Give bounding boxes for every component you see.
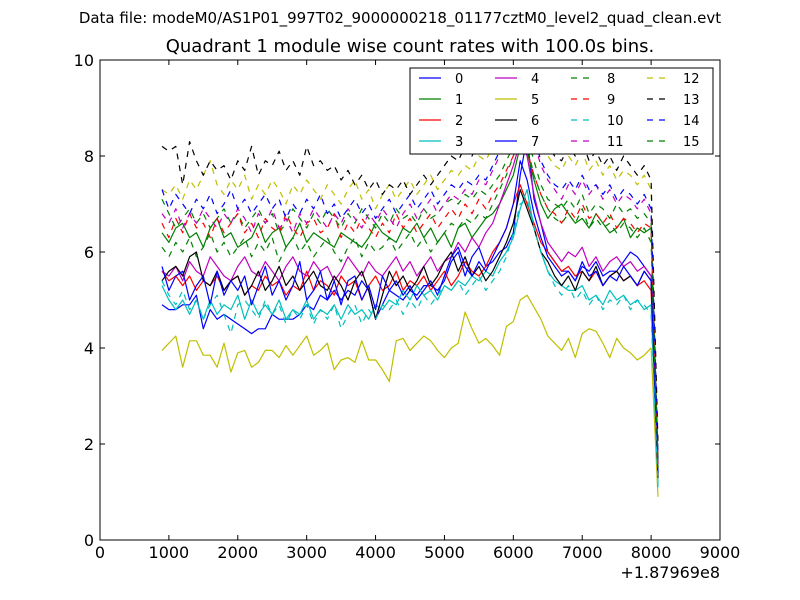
y-tick-label: 8 xyxy=(84,147,94,166)
legend-label-1: 1 xyxy=(455,93,463,108)
series-line-9 xyxy=(161,136,659,464)
y-tick-label: 0 xyxy=(84,531,94,550)
x-tick-label: 3000 xyxy=(286,543,327,562)
chart-title: Quadrant 1 module wise count rates with … xyxy=(165,36,655,57)
legend-label-7: 7 xyxy=(531,135,539,150)
x-tick-label: 9000 xyxy=(700,543,741,562)
x-tick-label: 1000 xyxy=(149,543,190,562)
figure-suptitle: Data file: modeM0/AS1P01_997T02_90000002… xyxy=(78,9,722,27)
legend-label-12: 12 xyxy=(683,72,700,87)
y-tick-label: 10 xyxy=(74,51,94,70)
legend-label-4: 4 xyxy=(531,72,539,87)
series-line-0 xyxy=(161,136,659,473)
y-tick-label: 6 xyxy=(84,243,94,262)
legend-label-0: 0 xyxy=(455,72,463,87)
series-line-13 xyxy=(161,83,659,445)
series-line-2 xyxy=(161,184,659,478)
legend-label-3: 3 xyxy=(455,135,463,150)
series-layer xyxy=(161,78,659,497)
x-tick-label: 2000 xyxy=(217,543,258,562)
legend-label-14: 14 xyxy=(683,114,700,129)
legend-label-10: 10 xyxy=(607,114,624,129)
legend-label-8: 8 xyxy=(607,72,615,87)
y-tick-label: 2 xyxy=(84,435,94,454)
x-tick-label: 7000 xyxy=(562,543,603,562)
legend-label-9: 9 xyxy=(607,93,615,108)
plot-frame xyxy=(99,59,721,541)
legend-label-6: 6 xyxy=(531,114,539,129)
legend-label-11: 11 xyxy=(607,135,624,150)
series-line-5 xyxy=(161,294,659,497)
y-tick-label: 4 xyxy=(84,339,94,358)
series-line-14 xyxy=(161,92,659,459)
series-line-7 xyxy=(161,160,659,473)
x-tick-label: 4000 xyxy=(355,543,396,562)
series-line-6 xyxy=(161,189,659,478)
x-tick-label: 0 xyxy=(95,543,105,562)
legend-label-15: 15 xyxy=(683,135,700,150)
x-tick-label: 8000 xyxy=(631,543,672,562)
series-line-15 xyxy=(161,136,659,469)
x-tick-label: 5000 xyxy=(424,543,465,562)
legend-box xyxy=(409,67,714,155)
series-line-4 xyxy=(161,141,659,469)
x-tick-label: 6000 xyxy=(493,543,534,562)
legend-label-2: 2 xyxy=(455,114,463,129)
x-axis-offset-label: +1.87969e8 xyxy=(620,563,720,582)
series-line-1 xyxy=(161,145,659,464)
axis-layer: 0 1000 2000 3000 4000 5000 6000 7000 8000 9000 0 2 4… xyxy=(74,51,741,562)
legend-label-5: 5 xyxy=(531,93,539,108)
legend-label-13: 13 xyxy=(683,93,700,108)
series-line-10 xyxy=(161,198,659,488)
series-line-3 xyxy=(161,189,659,483)
series-line-12 xyxy=(161,78,659,449)
series-line-11 xyxy=(161,97,659,454)
